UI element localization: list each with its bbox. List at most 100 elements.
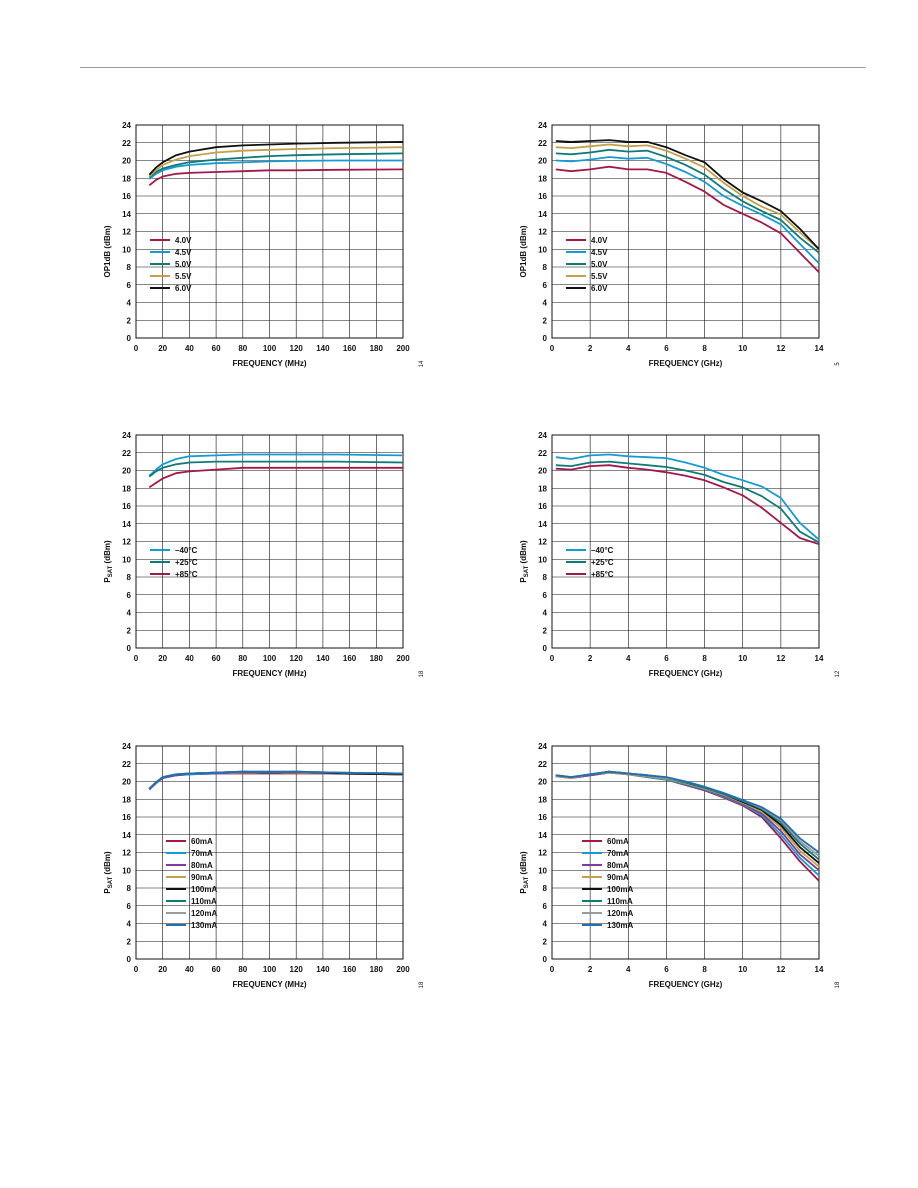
legend-label: +85°C	[175, 570, 198, 579]
legend-label: –40°C	[591, 546, 614, 555]
y-tick-label: 24	[122, 431, 131, 440]
x-tick-label: 10	[738, 344, 747, 353]
figure-side-label: 14	[419, 360, 425, 367]
y-tick-label: 4	[543, 609, 548, 618]
chart-2: 0 2 4 6 8 10 12 14024681012141618202224FREQUENC…	[519, 121, 841, 368]
x-tick-label: 120	[290, 654, 304, 663]
series-line-1	[148, 453, 404, 477]
y-tick-label: 8	[543, 263, 548, 272]
y-tick-label: 18	[538, 174, 547, 183]
y-axis-label-main: OP1dB (dBm)	[519, 225, 528, 277]
x-axis-label: FREQUENCY (GHz)	[649, 359, 723, 368]
y-tick-label: 22	[538, 760, 547, 769]
x-tick-label: 160	[343, 654, 357, 663]
figure-side-label: 5	[835, 362, 841, 366]
legend: 4.0V 4.5V 5.0V 5.5V 6.0V	[150, 236, 192, 293]
x-tick-label: 2	[588, 965, 593, 974]
y-tick-label: 24	[538, 121, 547, 130]
x-tick-label: 200	[396, 965, 410, 974]
legend-label: 60mA	[607, 837, 629, 846]
series-line-4	[555, 143, 820, 250]
y-axis-label-sub: SAT	[524, 565, 530, 577]
legend-label: 110mA	[607, 897, 633, 906]
legend-label: 100mA	[191, 885, 217, 894]
legend-label: 4.0V	[591, 236, 608, 245]
legend-label: 4.5V	[591, 248, 608, 257]
x-tick-label: 120	[290, 344, 304, 353]
y-tick-label: 8	[127, 884, 132, 893]
y-tick-label: 18	[538, 484, 547, 493]
y-tick-label: 22	[122, 139, 131, 148]
legend-label: 80mA	[191, 861, 213, 870]
series-line-2	[555, 156, 820, 265]
y-tick-label: 0	[127, 644, 132, 653]
y-tick-label: 14	[538, 831, 547, 840]
y-tick-label: 20	[122, 778, 131, 787]
x-tick-label: 10	[738, 965, 747, 974]
y-tick-label: 6	[127, 281, 132, 290]
legend: 60mA 70mA 80mA 90mA 100mA 110mA 120mA 130mA	[582, 837, 633, 930]
chart-3: 0 20 40 60 80 100 120 140 160 180 2000246810121416…	[103, 431, 425, 678]
y-tick-label: 22	[122, 760, 131, 769]
series-line-8	[555, 770, 820, 854]
y-tick-label: 4	[127, 609, 132, 618]
y-axis-label-main: P	[103, 577, 112, 583]
y-tick-label: 6	[543, 902, 548, 911]
x-tick-label: 12	[776, 965, 785, 974]
legend-label: 5.5V	[175, 272, 192, 281]
y-tick-label: 10	[538, 245, 547, 254]
y-tick-label: 18	[122, 795, 131, 804]
x-tick-label: 60	[212, 965, 221, 974]
y-tick-label: 0	[127, 334, 132, 343]
plot-frame	[135, 434, 404, 649]
y-axis-label-main: P	[103, 888, 112, 894]
y-tick-label: 12	[122, 849, 131, 858]
series-line-3	[148, 466, 403, 489]
chart-6: 0 2 4 6 8 10 12 14024681012141618202224FREQUENC…	[519, 742, 841, 989]
x-tick-label: 60	[212, 344, 221, 353]
x-tick-label: 8	[702, 344, 707, 353]
grid	[551, 434, 820, 649]
y-tick-label: 12	[122, 538, 131, 547]
series-line-3	[148, 152, 404, 179]
y-tick-label: 16	[122, 502, 131, 511]
x-tick-label: 8	[702, 965, 707, 974]
series-line-1	[555, 165, 820, 273]
x-tick-label: 20	[158, 965, 167, 974]
x-axis-label: FREQUENCY (GHz)	[649, 980, 723, 989]
x-tick-label: 40	[185, 965, 194, 974]
y-tick-label: 12	[122, 228, 131, 237]
y-axis-label-tail: (dBm)	[103, 851, 112, 877]
plot-frame	[135, 124, 404, 339]
y-tick-label: 14	[538, 210, 547, 219]
legend-label: +25°C	[175, 558, 198, 567]
y-axis-label-sub: SAT	[108, 565, 114, 577]
x-axis-label: FREQUENCY (GHz)	[649, 669, 723, 678]
legend-label: 90mA	[607, 873, 629, 882]
x-tick-label: 200	[396, 654, 410, 663]
y-tick-label: 20	[538, 157, 547, 166]
legend: 60mA 70mA 80mA 90mA 100mA 110mA 120mA 130mA	[166, 837, 217, 930]
legend-label: –40°C	[175, 546, 198, 555]
y-tick-label: 4	[127, 299, 132, 308]
y-tick-label: 24	[538, 742, 547, 751]
legend-label: +85°C	[591, 570, 614, 579]
y-tick-label: 24	[122, 742, 131, 751]
x-tick-label: 160	[343, 965, 357, 974]
y-tick-label: 8	[543, 884, 548, 893]
legend-label: 4.5V	[175, 248, 192, 257]
y-tick-label: 20	[538, 467, 547, 476]
y-tick-label: 2	[543, 316, 548, 325]
x-tick-label: 8	[702, 654, 707, 663]
plot-frame	[135, 745, 404, 960]
y-tick-label: 22	[538, 449, 547, 458]
y-tick-label: 8	[127, 573, 132, 582]
series-line-5	[148, 141, 404, 176]
x-tick-label: 100	[263, 344, 277, 353]
page-top-rule	[80, 67, 866, 68]
series-line-8	[148, 770, 404, 790]
x-tick-label: 4	[626, 654, 631, 663]
series-line-1	[555, 453, 820, 541]
x-tick-label: 12	[776, 654, 785, 663]
